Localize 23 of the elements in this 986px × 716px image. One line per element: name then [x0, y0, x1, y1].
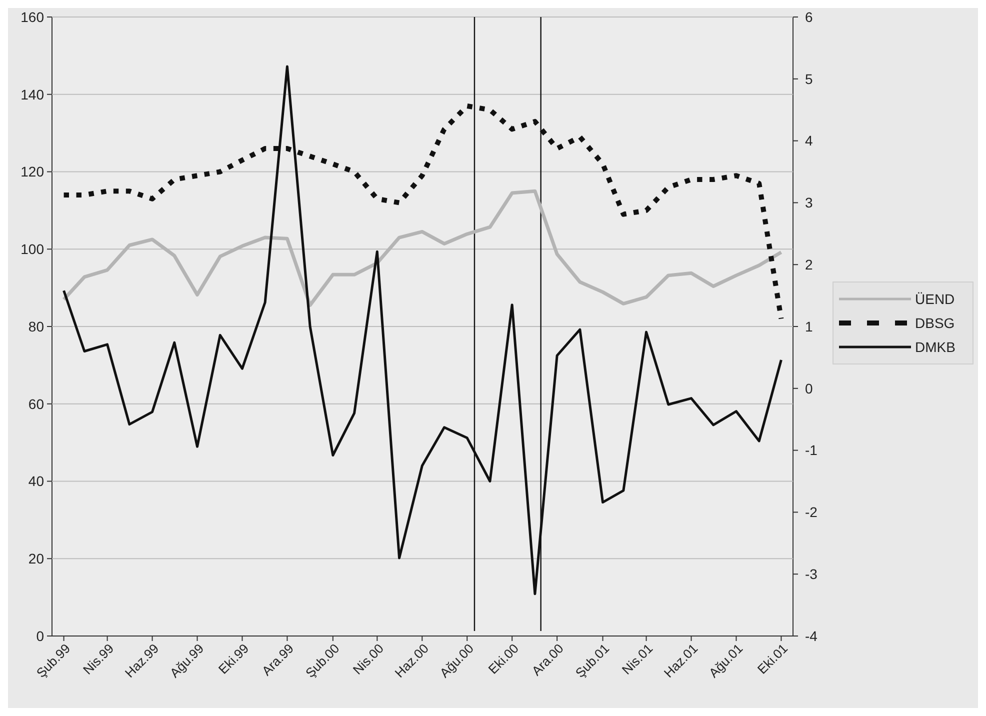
- y-tick-label: 120: [20, 164, 44, 180]
- y-tick-label: 160: [20, 8, 44, 25]
- text: DMKB: [915, 338, 956, 355]
- y-tick-label: 140: [20, 86, 44, 102]
- y2-tick-label: -1: [805, 442, 818, 458]
- y2-tick-label: 5: [805, 70, 813, 87]
- y2-tick-label: 1: [805, 318, 813, 334]
- y-tick-label: 40: [28, 473, 44, 490]
- y-tick-label: 80: [28, 318, 44, 334]
- y-tick-label: 20: [28, 550, 44, 567]
- y-tick-label: 100: [20, 241, 44, 258]
- y2-tick-label: 2: [805, 256, 813, 272]
- y-tick-label: 60: [28, 396, 44, 412]
- y2-tick-label: 0: [805, 380, 813, 396]
- y2-tick-label: 4: [805, 132, 813, 149]
- y2-tick-label: 3: [805, 194, 813, 211]
- y-tick-label: 0: [36, 628, 44, 644]
- y2-tick-label: -3: [805, 566, 818, 582]
- y2-tick-label: -4: [805, 628, 818, 644]
- text: DBSG: [915, 314, 955, 331]
- y2-tick-label: -2: [805, 504, 818, 520]
- text: ÜEND: [915, 290, 955, 307]
- y2-tick-label: 6: [805, 8, 813, 25]
